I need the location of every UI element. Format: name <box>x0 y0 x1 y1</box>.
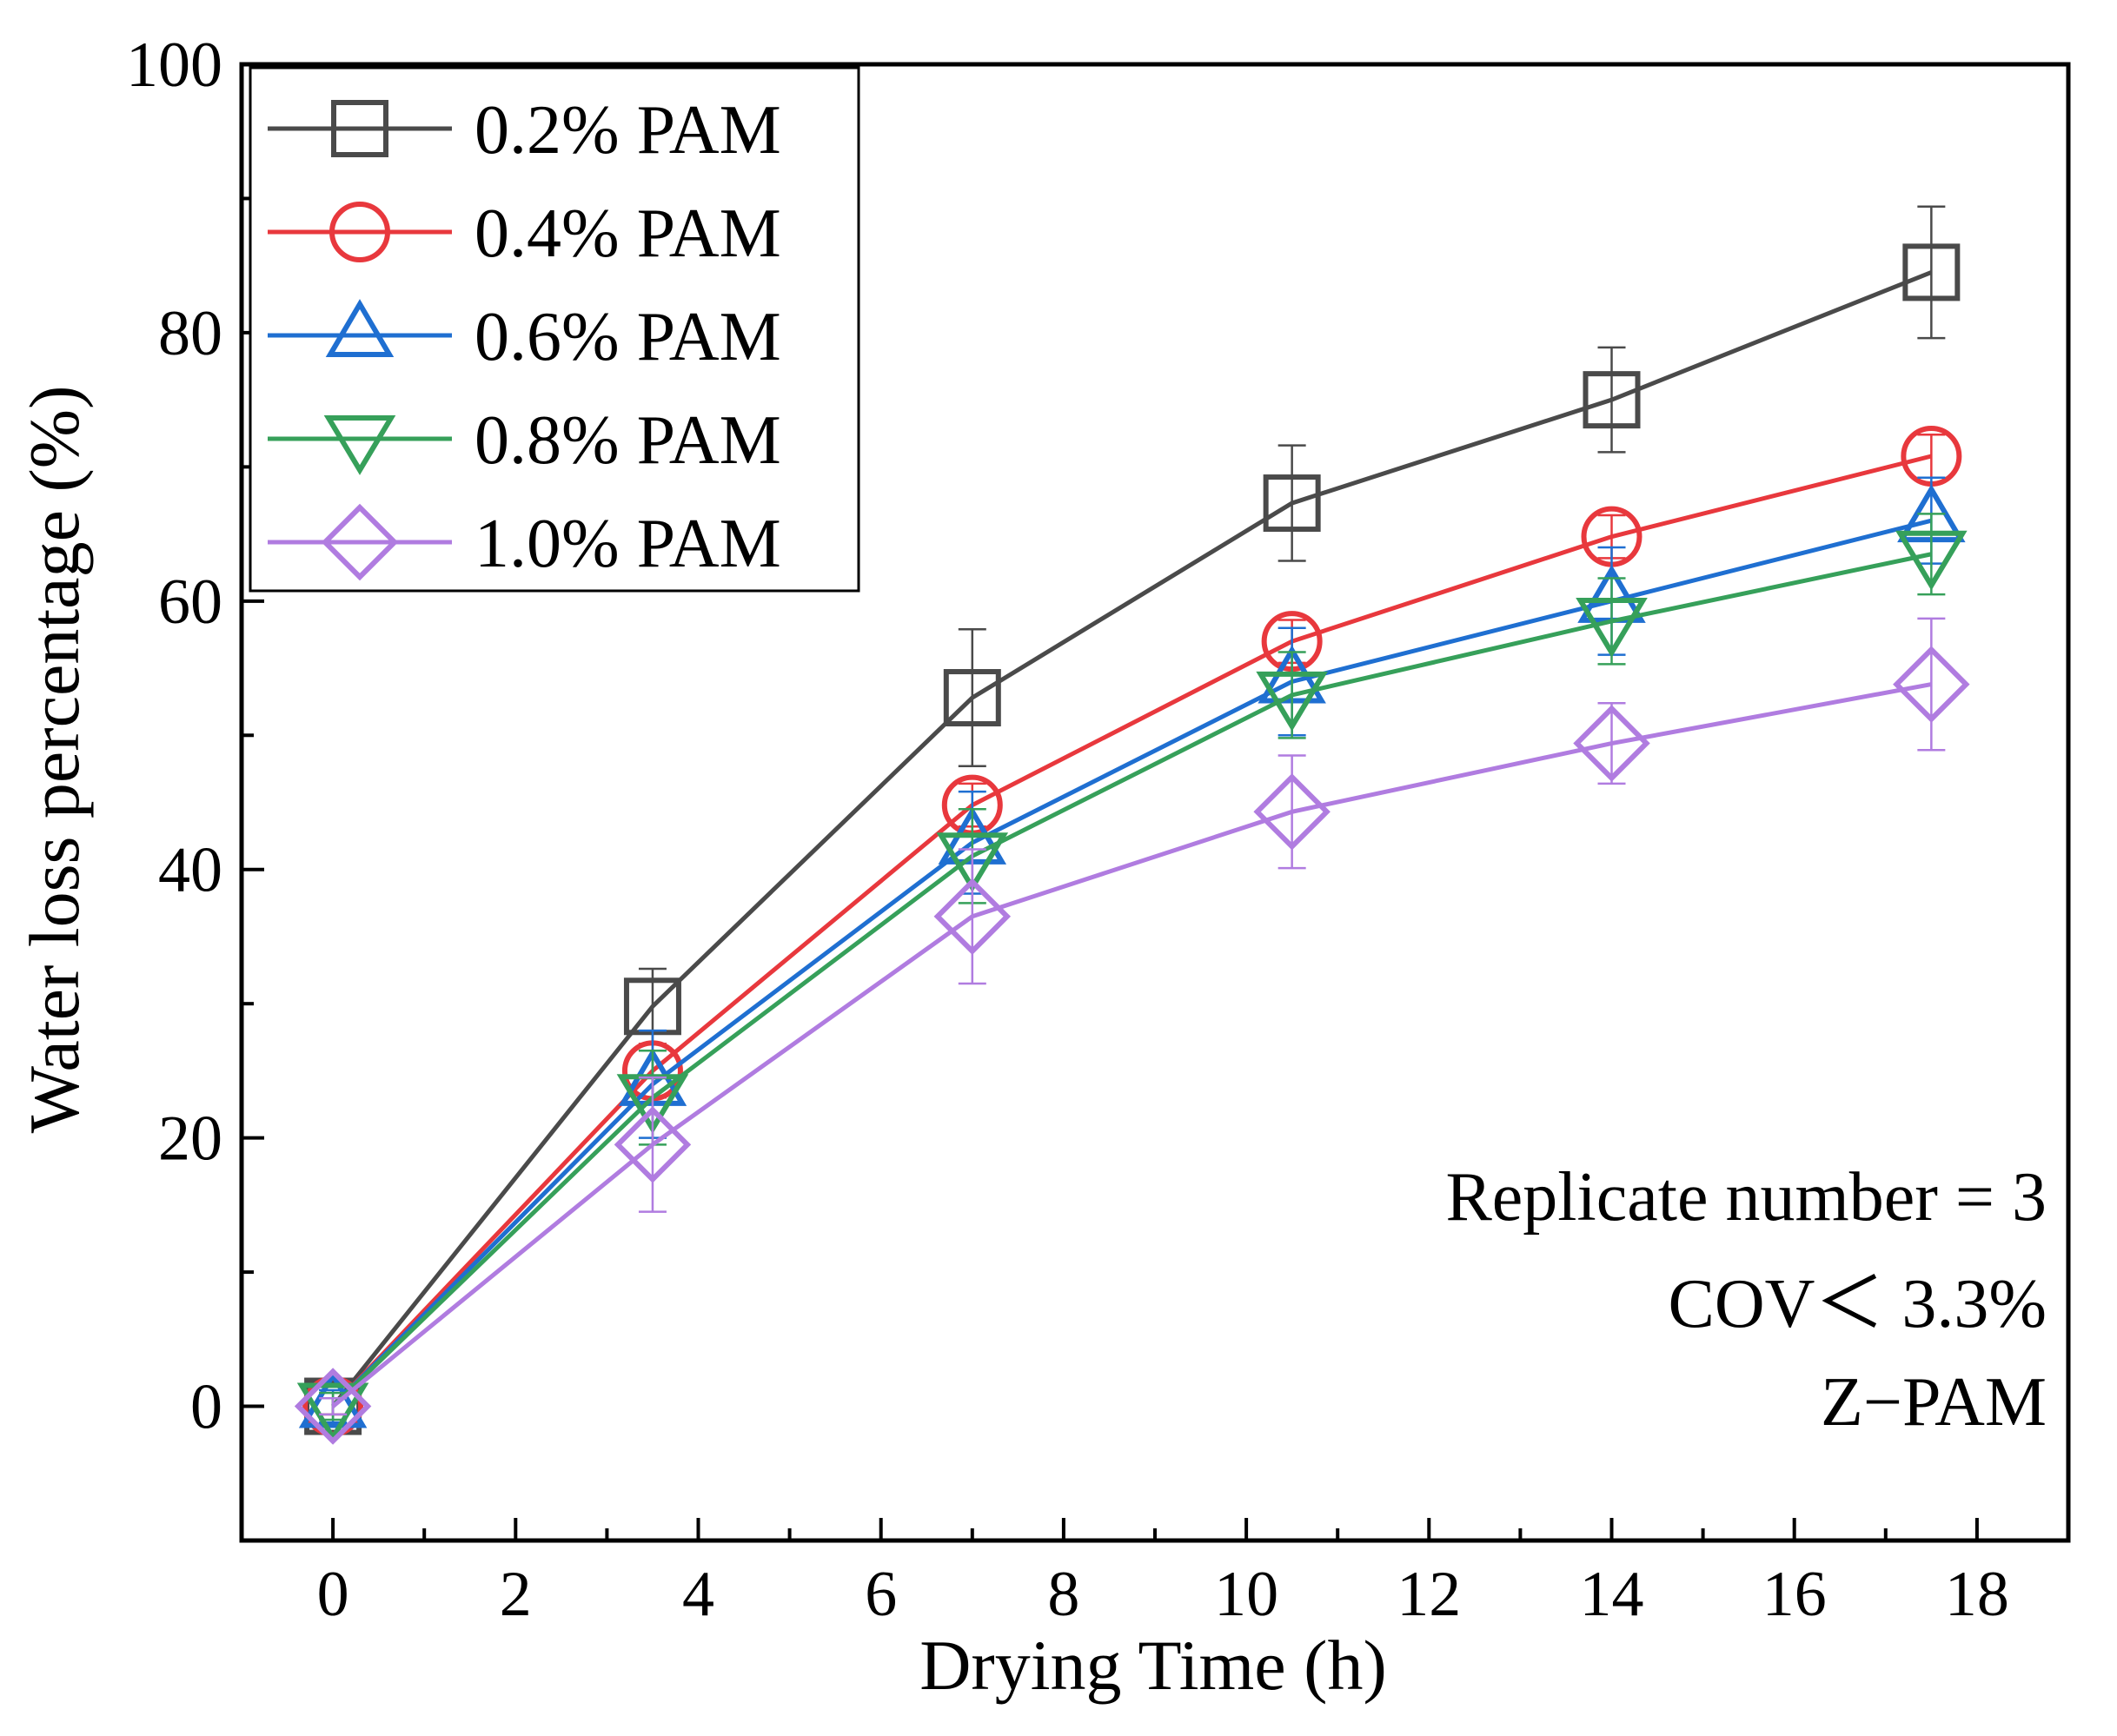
x-tick-label: 0 <box>317 1559 349 1630</box>
series-1-0-pam <box>294 617 1970 1445</box>
x-tick-label: 4 <box>682 1559 714 1630</box>
series-line <box>331 518 1932 1408</box>
data-point <box>294 1368 372 1445</box>
data-point <box>1895 530 1968 591</box>
data-point <box>298 1369 368 1428</box>
legend-label: 0.6% PAM <box>474 299 781 375</box>
data-point <box>1893 646 1970 723</box>
x-tick-label: 2 <box>500 1559 532 1630</box>
data-point <box>1902 243 1961 301</box>
legend-label: 1.0% PAM <box>474 506 781 582</box>
legend-label: 0.4% PAM <box>474 195 781 272</box>
x-tick-label: 8 <box>1047 1559 1079 1630</box>
data-point <box>936 832 1009 893</box>
legend-marker <box>331 100 388 157</box>
data-point <box>1263 474 1321 533</box>
x-tick-label: 14 <box>1580 1559 1644 1630</box>
annotation-replicate: Replicate number = 3 <box>1445 1159 2047 1236</box>
x-tick-label: 16 <box>1762 1559 1827 1630</box>
annotation-sample: Z−PAM <box>1821 1364 2047 1441</box>
y-tick-label: 100 <box>126 30 222 101</box>
legend-marker <box>325 299 395 357</box>
data-point <box>1576 597 1648 658</box>
legend-label: 0.8% PAM <box>474 402 781 479</box>
tick-labels: 0 2 4 6 8 10 12 14 16 18 0 20 40 60 80 100 <box>126 30 2009 1630</box>
y-axis-title: Water loss percentage (%) <box>15 386 94 1134</box>
x-axis-title: Drying Time (h) <box>919 1626 1387 1705</box>
data-point <box>614 1106 692 1183</box>
x-tick-label: 18 <box>1945 1559 2009 1630</box>
x-tick-label: 12 <box>1397 1559 1461 1630</box>
legend-marker <box>321 503 399 581</box>
legend: 0.2% PAM 0.4% PAM 0.6% PAM 0.8% PAM 1.0% PAM <box>249 66 860 593</box>
data-point <box>296 1382 369 1443</box>
data-point <box>1583 371 1641 429</box>
x-tick-label: 6 <box>865 1559 897 1630</box>
series-0-8-pam <box>296 513 1968 1443</box>
annotation-cov: COV＜ 3.3% <box>1668 1266 2047 1342</box>
legend-marker <box>323 415 396 475</box>
series-line <box>331 552 1932 1408</box>
plot-frame <box>239 62 2071 1543</box>
series-layer <box>294 205 1970 1445</box>
series-line <box>331 682 1932 1408</box>
data-point <box>943 669 1001 727</box>
x-tick-label: 10 <box>1214 1559 1278 1630</box>
y-tick-label: 40 <box>158 835 222 906</box>
y-tick-label: 80 <box>158 298 222 369</box>
y-tick-label: 0 <box>190 1372 222 1443</box>
data-point <box>1573 705 1650 782</box>
y-tick-label: 60 <box>158 567 222 638</box>
series-line <box>331 270 1933 1408</box>
data-point <box>933 878 1012 956</box>
data-point <box>1253 773 1331 851</box>
series-line <box>331 454 1932 1408</box>
legend-label: 0.2% PAM <box>474 92 781 169</box>
data-point <box>1256 671 1328 732</box>
y-tick-label: 20 <box>158 1103 222 1175</box>
legend-marker <box>329 202 390 262</box>
